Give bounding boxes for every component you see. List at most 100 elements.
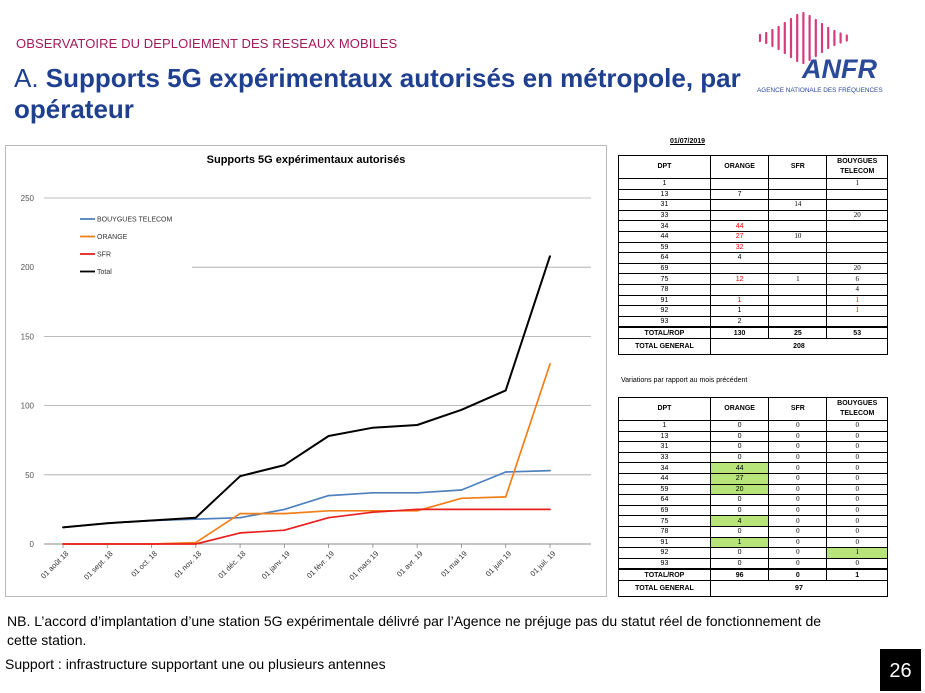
table-cell: 34 (618, 462, 711, 474)
table-row: 34 44 (618, 220, 888, 232)
table-cell: 0 (826, 557, 888, 570)
data-point (372, 511, 374, 514)
table-cell (768, 252, 828, 264)
series-line-bouygues-telecom (62, 469, 551, 529)
table-cell (826, 252, 888, 264)
chart-canvas: Supports 5G expérimentaux autorisés 0 50 1… (21, 154, 591, 582)
table-row: 91 1 1 (618, 294, 888, 307)
x-tick-label: 01 août 18 (39, 549, 70, 580)
data-point (327, 494, 330, 497)
x-tick-label: 01 nov. 18 (172, 549, 203, 580)
table-cell: 44 (618, 472, 711, 485)
header-bouygues: BOUYGUES TELECOM (826, 155, 888, 179)
table-cell: 20 (826, 209, 888, 222)
table-cell: 27 (709, 230, 770, 243)
x-tick-label: 01 sept. 18 (82, 549, 115, 582)
table-row: 92 1 1 (618, 305, 888, 317)
table-cell: 0 (768, 536, 828, 549)
table-cell: 4 (709, 252, 770, 264)
page-title: A. Supports 5G expérimentaux autorisés e… (14, 63, 754, 125)
table-cell: 0 (709, 451, 770, 464)
table-cell: 75 (618, 515, 711, 527)
table-cell: 0 (826, 420, 888, 432)
data-point (504, 471, 507, 473)
total-label: TOTAL/ROP (618, 326, 711, 339)
table-row: 59 20 0 0 (618, 483, 888, 496)
total-value: 96 (709, 568, 770, 581)
total-general-value: 97 (709, 579, 889, 597)
table-cell: 0 (709, 441, 770, 453)
table-date: 01/07/2019 (670, 138, 706, 145)
data-point (283, 508, 286, 511)
total-general-row: TOTAL GENERAL 208 (618, 337, 889, 355)
table-cell: 6 (826, 273, 888, 285)
table-cell: 0 (768, 441, 828, 453)
data-point (372, 426, 374, 429)
table-cell: 0 (826, 472, 888, 485)
table-cell (826, 241, 888, 254)
table-cell: 33 (618, 209, 711, 222)
legend-label: SFR (97, 252, 111, 259)
y-tick-label: 0 (30, 540, 35, 549)
table-cell: 20 (709, 483, 770, 496)
table-cell: 91 (618, 294, 711, 307)
table-cell: 10 (768, 230, 828, 243)
table-cell: 4 (709, 515, 770, 527)
table-row: 75 4 0 0 (618, 515, 888, 527)
table-cell: 4 (826, 283, 888, 296)
data-point (549, 508, 551, 511)
data-point (194, 516, 197, 519)
data-point (106, 543, 109, 545)
table-cell: 64 (618, 494, 711, 506)
table-cell: 78 (618, 525, 711, 538)
table-cell (709, 209, 770, 222)
x-tick-label: 01 janv. 19 (260, 549, 292, 581)
legend-label: BOUYGUES TELECOM (97, 217, 173, 224)
table-cell (826, 230, 888, 243)
table-row: 91 1 0 0 (618, 536, 888, 549)
data-point (549, 469, 551, 472)
table-cell: 0 (709, 504, 770, 517)
table-row: 31 14 (618, 199, 888, 211)
header-dpt: DPT (618, 155, 711, 179)
data-point (62, 543, 64, 545)
table-cell (768, 305, 828, 317)
table-cell: 0 (768, 494, 828, 506)
table-cell: 31 (618, 441, 711, 453)
header-orange: ORANGE (709, 397, 770, 421)
table-cell: 0 (768, 525, 828, 538)
table-cell: 0 (768, 462, 828, 474)
header-dpt: DPT (618, 397, 711, 421)
data-point (460, 508, 463, 511)
y-tick-label: 50 (25, 471, 34, 480)
table-cell: 44 (709, 462, 770, 474)
table-cell: 1 (618, 420, 711, 432)
table-cell: 1 (826, 294, 888, 307)
table-cell: 0 (826, 430, 888, 443)
total-label: TOTAL/ROP (618, 568, 711, 581)
data-point (460, 489, 463, 491)
table-cell: 1 (709, 305, 770, 317)
table-cell: 92 (618, 305, 711, 317)
table-cell: 0 (768, 430, 828, 443)
x-tick-label: 01 oct. 18 (129, 549, 159, 579)
table-row: 33 0 0 0 (618, 451, 888, 464)
table-row: 64 4 (618, 252, 888, 264)
table-cell: 33 (618, 451, 711, 464)
table-cell (826, 188, 888, 201)
table-cell: 0 (709, 557, 770, 570)
total-general-label: TOTAL GENERAL (618, 337, 711, 355)
data-point (416, 491, 419, 494)
table-cell: 1 (768, 273, 828, 285)
table-cell (709, 262, 770, 275)
data-point (194, 543, 197, 545)
section-kicker: OBSERVATOIRE DU DEPLOIEMENT DES RESEAUX … (16, 36, 398, 51)
data-point (239, 532, 241, 534)
table-cell (826, 220, 888, 232)
table-row: 64 0 0 0 (618, 494, 888, 506)
table-cell: 69 (618, 262, 711, 275)
anfr-logo: ANFR AGENCE NATIONALE DES FRÉQUENCES (752, 6, 902, 96)
deployment-table: DPT ORANGE SFR BOUYGUES TELECOM 1 1 13 7 31 1… (618, 155, 889, 355)
x-tick-label: 01 mai 19 (439, 549, 469, 579)
